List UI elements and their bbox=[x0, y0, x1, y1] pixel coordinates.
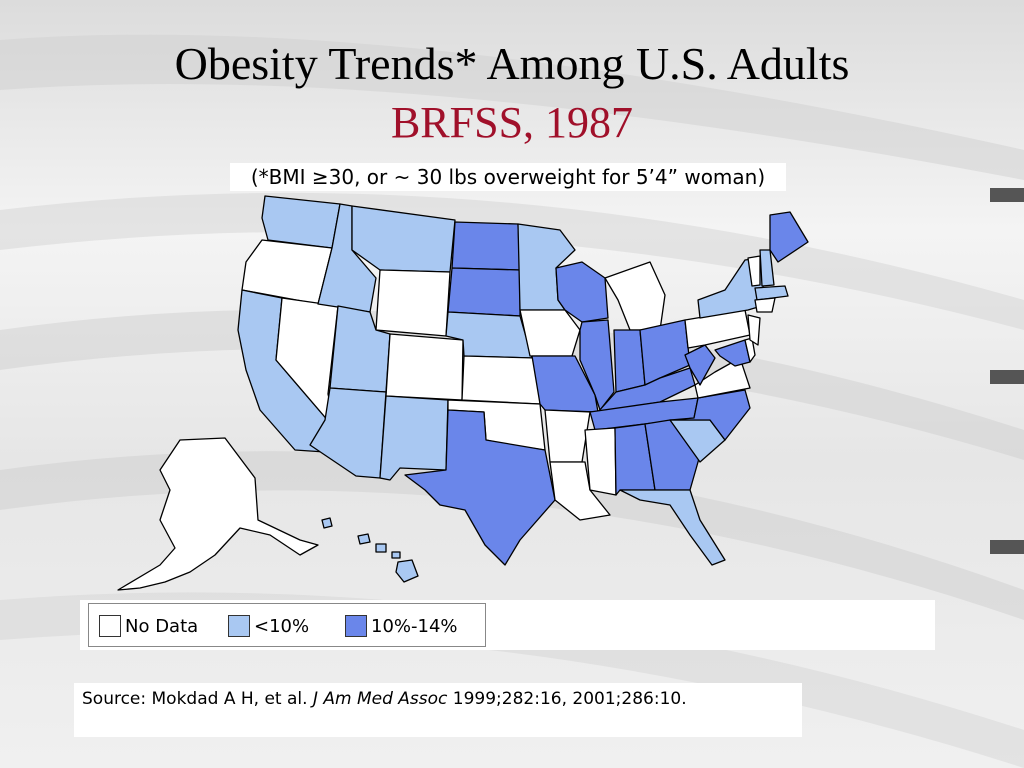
state-louisiana bbox=[549, 461, 611, 521]
slide-title: Obesity Trends* Among U.S. Adults bbox=[174, 38, 850, 89]
state-south-dakota bbox=[447, 267, 521, 317]
state-north-carolina bbox=[669, 389, 751, 441]
source-suffix: 1999;282:16, 2001;286:10. bbox=[452, 689, 687, 709]
legend-item-no-data: No Data bbox=[99, 613, 198, 639]
state-wyoming bbox=[375, 269, 451, 337]
state-connecticut bbox=[754, 297, 776, 313]
legend-swatch-white bbox=[99, 615, 121, 637]
legend-swatch-light-blue bbox=[228, 615, 250, 637]
state-montana bbox=[351, 205, 456, 273]
legend-item-10-14: 10%-14% bbox=[345, 613, 458, 639]
state-ohio bbox=[639, 319, 691, 386]
state-new-hampshire bbox=[759, 249, 775, 287]
state-maryland bbox=[714, 339, 751, 367]
state-west-virginia bbox=[684, 344, 716, 386]
state-michigan bbox=[604, 261, 666, 331]
state-arizona bbox=[309, 387, 387, 479]
state-north-dakota bbox=[451, 221, 521, 271]
state-texas bbox=[404, 409, 556, 566]
state-arkansas bbox=[544, 409, 591, 463]
state-iowa bbox=[519, 309, 581, 357]
legend: No Data <10% 10%-14% bbox=[88, 603, 486, 647]
source-prefix: Source: Mokdad A H, et al. bbox=[82, 689, 308, 709]
state-new-mexico bbox=[379, 395, 449, 481]
source-journal: J Am Med Assoc bbox=[312, 689, 448, 709]
state-new-jersey bbox=[747, 314, 761, 346]
state-massachusetts bbox=[754, 285, 789, 301]
state-kentucky bbox=[597, 367, 696, 413]
state-washington bbox=[261, 195, 341, 249]
legend-swatch-blue bbox=[345, 615, 367, 637]
state-hawaii bbox=[321, 517, 419, 583]
source-citation: Source: Mokdad A H, et al. J Am Med Asso… bbox=[74, 683, 802, 737]
us-obesity-map bbox=[117, 195, 809, 591]
slide-subtitle: BRFSS, 1987 bbox=[390, 98, 634, 147]
state-kansas bbox=[461, 355, 541, 405]
bmi-footnote: (*BMI ≥30, or ~ 30 lbs overweight for 5’… bbox=[230, 163, 786, 191]
state-mississippi bbox=[584, 427, 617, 496]
state-maine bbox=[769, 211, 809, 263]
legend-label: No Data bbox=[125, 615, 199, 637]
state-virginia bbox=[694, 357, 751, 399]
state-alaska bbox=[117, 437, 319, 591]
state-vermont bbox=[747, 255, 761, 287]
legend-label: <10% bbox=[254, 615, 310, 637]
state-colorado bbox=[385, 333, 464, 401]
state-illinois bbox=[579, 319, 615, 411]
state-wisconsin bbox=[555, 261, 609, 323]
state-georgia bbox=[644, 419, 701, 491]
legend-label: 10%-14% bbox=[371, 615, 458, 637]
state-florida bbox=[619, 489, 726, 566]
legend-item-under-10: <10% bbox=[228, 613, 309, 639]
